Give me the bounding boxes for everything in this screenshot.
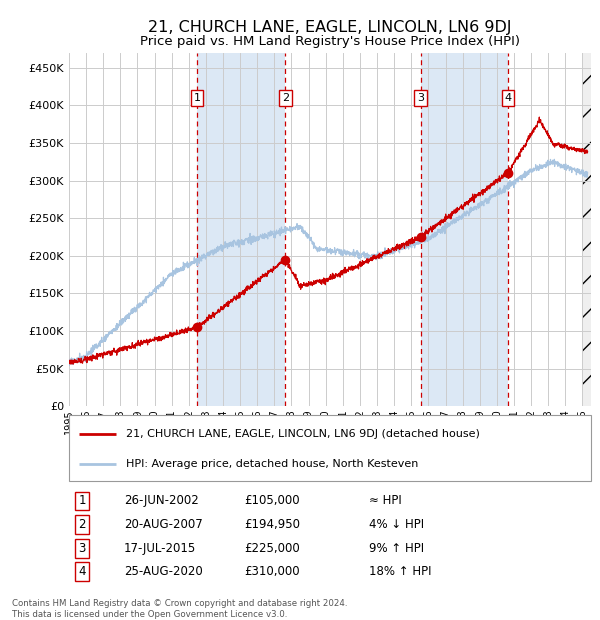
Text: 26-JUN-2002: 26-JUN-2002 [124,495,199,508]
Text: £225,000: £225,000 [244,541,299,554]
Text: 25-AUG-2020: 25-AUG-2020 [124,565,203,578]
Text: Contains HM Land Registry data © Crown copyright and database right 2024.
This d: Contains HM Land Registry data © Crown c… [12,600,347,619]
Text: 21, CHURCH LANE, EAGLE, LINCOLN, LN6 9DJ: 21, CHURCH LANE, EAGLE, LINCOLN, LN6 9DJ [148,20,512,35]
Text: 4: 4 [505,93,512,103]
Text: £105,000: £105,000 [244,495,299,508]
Bar [421,53,508,406]
Text: 18% ↑ HPI: 18% ↑ HPI [369,565,431,578]
Text: 1: 1 [78,495,86,508]
FancyBboxPatch shape [69,415,591,480]
Text: 3: 3 [417,93,424,103]
Text: 1: 1 [194,93,200,103]
Text: 9% ↑ HPI: 9% ↑ HPI [369,541,424,554]
Text: 21, CHURCH LANE, EAGLE, LINCOLN, LN6 9DJ (detached house): 21, CHURCH LANE, EAGLE, LINCOLN, LN6 9DJ… [127,428,480,438]
Text: 2: 2 [78,518,86,531]
Text: 2: 2 [282,93,289,103]
Text: Price paid vs. HM Land Registry's House Price Index (HPI): Price paid vs. HM Land Registry's House … [140,35,520,48]
Text: £310,000: £310,000 [244,565,299,578]
Text: £194,950: £194,950 [244,518,300,531]
Text: 4: 4 [78,565,86,578]
Text: 17-JUL-2015: 17-JUL-2015 [124,541,196,554]
Text: 20-AUG-2007: 20-AUG-2007 [124,518,203,531]
Text: 4% ↓ HPI: 4% ↓ HPI [369,518,424,531]
Bar [197,53,286,406]
Text: HPI: Average price, detached house, North Kesteven: HPI: Average price, detached house, Nort… [127,459,419,469]
Text: ≈ HPI: ≈ HPI [369,495,402,508]
Text: 3: 3 [79,541,86,554]
